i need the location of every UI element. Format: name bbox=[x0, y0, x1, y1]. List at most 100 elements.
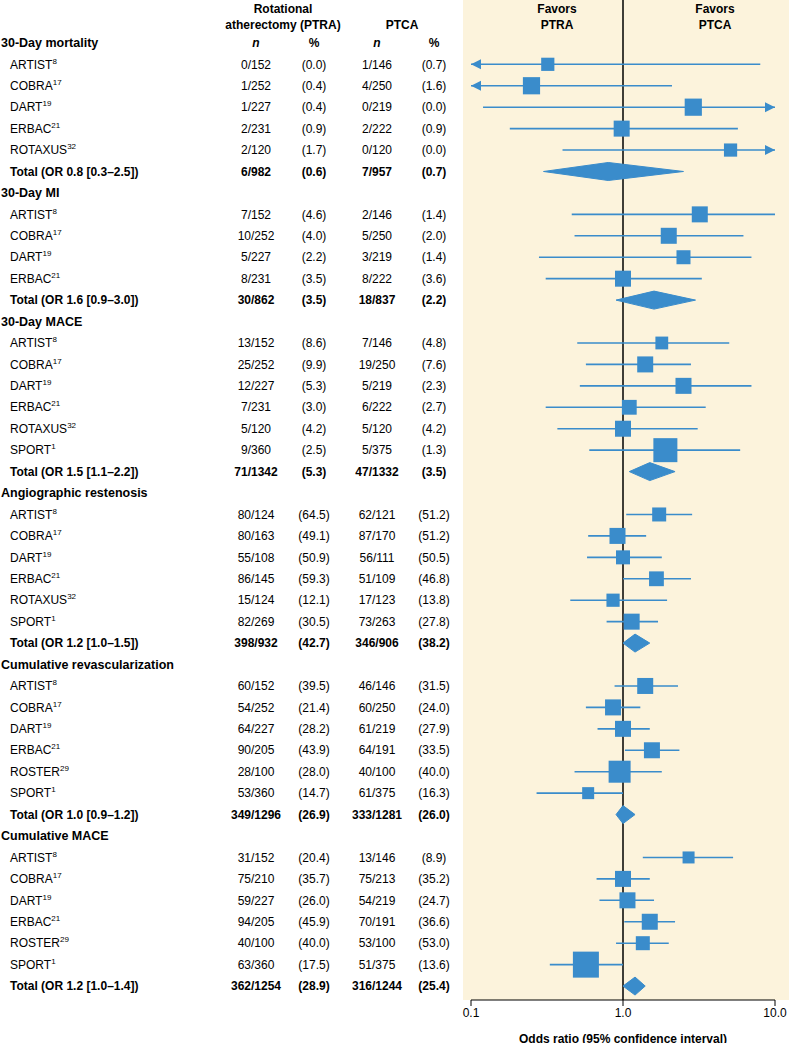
svg-text:(3.5): (3.5) bbox=[302, 272, 327, 286]
svg-text:ERBAC21: ERBAC21 bbox=[10, 271, 61, 286]
svg-text:349/1296: 349/1296 bbox=[231, 808, 281, 822]
svg-text:(53.0): (53.0) bbox=[418, 936, 449, 950]
svg-text:1.0: 1.0 bbox=[615, 1006, 632, 1020]
svg-text:ROSTER29: ROSTER29 bbox=[10, 764, 69, 779]
svg-text:SPORT1: SPORT1 bbox=[10, 614, 56, 629]
svg-text:2/222: 2/222 bbox=[362, 122, 392, 136]
svg-text:(45.9): (45.9) bbox=[298, 915, 329, 929]
svg-text:(13.6): (13.6) bbox=[418, 958, 449, 972]
svg-text:(21.4): (21.4) bbox=[298, 701, 329, 715]
svg-text:Total (OR 1.2 [1.0–1.4]): Total (OR 1.2 [1.0–1.4]) bbox=[10, 979, 138, 993]
svg-text:7/146: 7/146 bbox=[362, 336, 392, 350]
svg-text:(7.6): (7.6) bbox=[422, 358, 447, 372]
svg-text:(43.9): (43.9) bbox=[298, 743, 329, 757]
svg-text:53/360: 53/360 bbox=[238, 786, 275, 800]
svg-text:54/252: 54/252 bbox=[238, 701, 275, 715]
svg-text:80/124: 80/124 bbox=[238, 508, 275, 522]
svg-text:(35.2): (35.2) bbox=[418, 872, 449, 886]
svg-text:55/108: 55/108 bbox=[238, 551, 275, 565]
svg-text:ROTAXUS32: ROTAXUS32 bbox=[10, 142, 77, 157]
svg-text:SPORT1: SPORT1 bbox=[10, 785, 56, 800]
svg-text:(12.1): (12.1) bbox=[298, 593, 329, 607]
svg-text:Total (OR 1.2 [1.0–1.5]): Total (OR 1.2 [1.0–1.5]) bbox=[10, 636, 138, 650]
svg-text:40/100: 40/100 bbox=[359, 765, 396, 779]
svg-text:(1.6): (1.6) bbox=[422, 79, 447, 93]
svg-text:31/152: 31/152 bbox=[238, 851, 275, 865]
svg-text:(50.5): (50.5) bbox=[418, 551, 449, 565]
svg-text:61/219: 61/219 bbox=[359, 722, 396, 736]
svg-text:30-Day MACE: 30-Day MACE bbox=[8, 315, 82, 329]
svg-text:(51.2): (51.2) bbox=[418, 508, 449, 522]
svg-text:40/100: 40/100 bbox=[238, 936, 275, 950]
svg-text:Cumulative MACE: Cumulative MACE bbox=[8, 829, 109, 843]
svg-text:(2.5): (2.5) bbox=[302, 443, 327, 457]
svg-text:ROTAXUS32: ROTAXUS32 bbox=[10, 592, 77, 607]
svg-text:(28.9): (28.9) bbox=[298, 979, 329, 993]
svg-text:n: n bbox=[252, 36, 259, 50]
svg-text:10/252: 10/252 bbox=[238, 229, 275, 243]
svg-text:64/191: 64/191 bbox=[359, 743, 396, 757]
svg-text:54/219: 54/219 bbox=[359, 894, 396, 908]
svg-text:7/957: 7/957 bbox=[362, 165, 392, 179]
svg-text:12/227: 12/227 bbox=[238, 379, 275, 393]
svg-text:(13.8): (13.8) bbox=[418, 593, 449, 607]
svg-text:COBRA17: COBRA17 bbox=[10, 78, 62, 93]
svg-text:DART19: DART19 bbox=[10, 893, 52, 908]
svg-text:(4.2): (4.2) bbox=[422, 422, 447, 436]
svg-text:8/222: 8/222 bbox=[362, 272, 392, 286]
svg-text:5/219: 5/219 bbox=[362, 379, 392, 393]
svg-text:Total (OR 1.0 [0.9–1.2]): Total (OR 1.0 [0.9–1.2]) bbox=[10, 808, 138, 822]
svg-text:(27.8): (27.8) bbox=[418, 615, 449, 629]
svg-text:19/250: 19/250 bbox=[359, 358, 396, 372]
svg-text:51/375: 51/375 bbox=[359, 958, 396, 972]
svg-text:(0.6): (0.6) bbox=[302, 165, 327, 179]
svg-text:(40.0): (40.0) bbox=[418, 765, 449, 779]
svg-text:6/222: 6/222 bbox=[362, 400, 392, 414]
svg-text:COBRA17: COBRA17 bbox=[10, 871, 62, 886]
svg-text:SPORT1: SPORT1 bbox=[10, 442, 56, 457]
svg-text:ARTIST8: ARTIST8 bbox=[10, 678, 57, 693]
svg-text:362/1254: 362/1254 bbox=[231, 979, 281, 993]
svg-text:COBRA17: COBRA17 bbox=[10, 357, 62, 372]
svg-text:DART19: DART19 bbox=[10, 99, 52, 114]
svg-text:13/146: 13/146 bbox=[359, 851, 396, 865]
svg-text:(33.5): (33.5) bbox=[418, 743, 449, 757]
svg-text:(26.0): (26.0) bbox=[418, 808, 449, 822]
svg-text:n: n bbox=[373, 36, 380, 50]
svg-text:(1.4): (1.4) bbox=[422, 208, 447, 222]
svg-text:4/250: 4/250 bbox=[362, 79, 392, 93]
svg-text:(0.4): (0.4) bbox=[302, 100, 327, 114]
svg-text:ERBAC21: ERBAC21 bbox=[10, 914, 61, 929]
svg-text:%: % bbox=[429, 36, 440, 50]
svg-text:(42.7): (42.7) bbox=[298, 636, 329, 650]
svg-text:COBRA17: COBRA17 bbox=[10, 700, 62, 715]
svg-text:5/375: 5/375 bbox=[362, 443, 392, 457]
svg-text:(16.3): (16.3) bbox=[418, 786, 449, 800]
svg-text:17/123: 17/123 bbox=[359, 593, 396, 607]
svg-text:15/124: 15/124 bbox=[238, 593, 275, 607]
svg-text:(27.9): (27.9) bbox=[418, 722, 449, 736]
svg-text:ARTIST8: ARTIST8 bbox=[10, 335, 57, 350]
svg-text:(24.0): (24.0) bbox=[418, 701, 449, 715]
svg-text:(2.2): (2.2) bbox=[422, 293, 447, 307]
svg-text:ROSTER29: ROSTER29 bbox=[10, 935, 69, 950]
svg-text:80/163: 80/163 bbox=[238, 529, 275, 543]
svg-text:82/269: 82/269 bbox=[238, 615, 275, 629]
svg-text:7/231: 7/231 bbox=[241, 400, 271, 414]
svg-text:73/263: 73/263 bbox=[359, 615, 396, 629]
svg-text:64/227: 64/227 bbox=[238, 722, 275, 736]
svg-text:(4.8): (4.8) bbox=[422, 336, 447, 350]
svg-text:333/1281: 333/1281 bbox=[352, 808, 402, 822]
svg-text:87/170: 87/170 bbox=[359, 529, 396, 543]
svg-text:%: % bbox=[309, 36, 320, 50]
svg-text:6/982: 6/982 bbox=[241, 165, 271, 179]
svg-text:(4.0): (4.0) bbox=[302, 229, 327, 243]
svg-text:ERBAC21: ERBAC21 bbox=[10, 399, 61, 414]
svg-text:5/120: 5/120 bbox=[362, 422, 392, 436]
svg-text:(4.2): (4.2) bbox=[302, 422, 327, 436]
svg-text:(31.5): (31.5) bbox=[418, 679, 449, 693]
svg-text:(20.4): (20.4) bbox=[298, 851, 329, 865]
svg-text:60/152: 60/152 bbox=[238, 679, 275, 693]
svg-text:25/252: 25/252 bbox=[238, 358, 275, 372]
svg-text:(25.4): (25.4) bbox=[418, 979, 449, 993]
